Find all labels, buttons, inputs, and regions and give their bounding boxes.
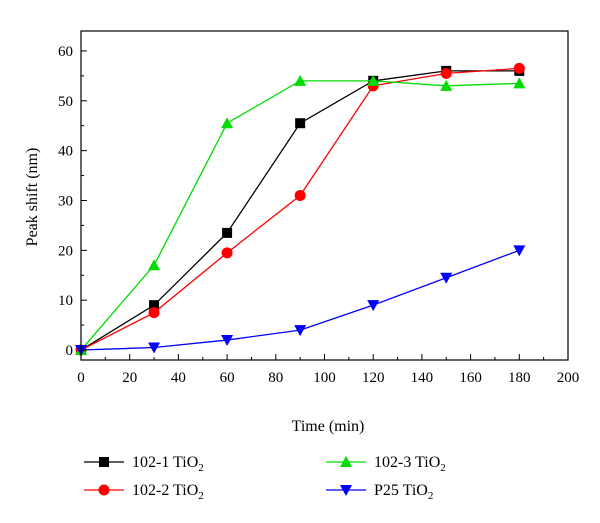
- x-tick-label: 100: [313, 370, 336, 386]
- legend-label: 102-1 TiO2: [132, 454, 204, 474]
- legend-label: P25 TiO2: [374, 482, 433, 502]
- data-point: [221, 335, 234, 347]
- y-tick-label: 20: [58, 243, 73, 259]
- data-point: [440, 79, 453, 91]
- legend-item-2: 102-3 TiO2: [326, 454, 446, 474]
- y-tick-label: 50: [58, 94, 73, 110]
- legend: 102-1 TiO2 102-2 TiO2 102-3 TiO2 P25 TiO2: [84, 454, 446, 502]
- series-line: [80, 67, 520, 351]
- y-axis-title: Peak shift (nm): [24, 148, 41, 247]
- series-3: [75, 245, 526, 357]
- data-point: [221, 117, 234, 129]
- x-tick-label: 0: [77, 370, 85, 386]
- legend-marker: [340, 485, 352, 496]
- axes: 0 20 40 60 80 100 120 140 160 180 200 0 10 20 30 40 50 60: [58, 30, 580, 386]
- legend-label: 102-3 TiO2: [374, 454, 446, 474]
- x-tick-label: 180: [508, 370, 531, 386]
- data-point: [222, 227, 233, 238]
- data-point: [367, 74, 380, 86]
- legend-marker: [98, 484, 110, 496]
- data-point: [295, 118, 306, 129]
- data-point: [367, 300, 380, 312]
- series-line: [80, 70, 520, 351]
- data-point: [440, 67, 452, 79]
- x-tick-label: 40: [171, 370, 186, 386]
- data-point: [148, 259, 161, 271]
- data-point: [513, 62, 525, 74]
- x-tick-label: 80: [268, 370, 283, 386]
- plot-area: [75, 62, 526, 357]
- data-point: [294, 190, 306, 201]
- legend-marker: [340, 456, 352, 467]
- data-point: [294, 74, 307, 86]
- x-tick-label: 20: [122, 370, 137, 386]
- x-tick-label: 140: [411, 370, 434, 386]
- y-tick-label: 0: [66, 343, 74, 359]
- y-tick-label: 10: [58, 293, 73, 309]
- x-axis-title: Time (min): [292, 418, 365, 435]
- x-tick-label: 120: [362, 370, 385, 386]
- data-point: [294, 325, 307, 337]
- y-tick-label: 40: [58, 144, 73, 160]
- legend-item-3: P25 TiO2: [326, 482, 433, 502]
- data-point: [149, 300, 160, 311]
- legend-marker: [99, 457, 109, 467]
- legend-item-0: 102-1 TiO2: [84, 454, 204, 474]
- legend-item-1: 102-2 TiO2: [84, 482, 204, 502]
- data-point: [148, 307, 160, 319]
- series-0: [76, 65, 525, 356]
- y-tick-label: 30: [58, 193, 73, 209]
- x-tick-label: 160: [459, 370, 482, 386]
- y-tick-label: 60: [58, 44, 73, 60]
- x-tick-label: 200: [557, 370, 580, 386]
- data-point: [148, 342, 161, 354]
- data-point: [440, 272, 453, 284]
- series-2: [75, 74, 526, 356]
- x-tick-label: 60: [220, 370, 235, 386]
- data-point: [513, 245, 526, 257]
- legend-label: 102-2 TiO2: [132, 482, 204, 502]
- data-point: [513, 77, 526, 89]
- data-point: [221, 247, 233, 259]
